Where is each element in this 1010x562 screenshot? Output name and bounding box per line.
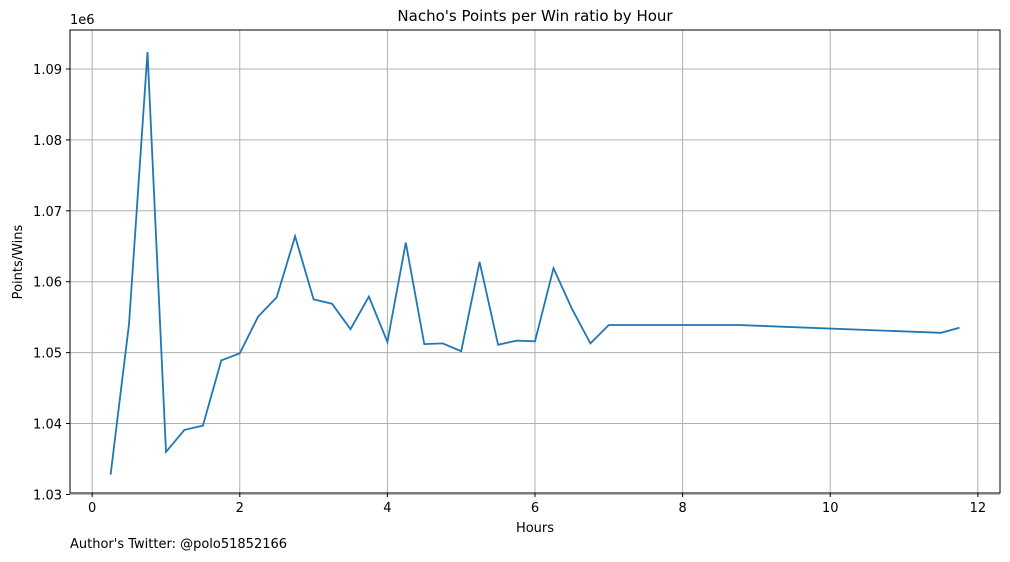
x-tick-label: 4 xyxy=(383,501,391,516)
y-axis: 1.03 1.04 1.05 1.06 1.07 1.08 1.09 xyxy=(33,63,70,503)
x-tick-label: 8 xyxy=(678,501,686,516)
plot-frame xyxy=(69,29,1001,494)
x-axis: 0 2 4 6 8 10 12 xyxy=(88,493,986,516)
author-twitter-note: Author's Twitter: @polo51852166 xyxy=(70,537,288,552)
x-tick-label: 2 xyxy=(236,501,244,516)
y-tick-label: 1.04 xyxy=(33,418,62,433)
series-line xyxy=(109,51,960,475)
line-chart: 0 2 4 6 8 10 12 1.03 1.04 1.05 1.06 1.07 1.08 1.09 N… xyxy=(11,7,1001,536)
x-tick-label: 6 xyxy=(531,501,539,516)
x-tick-label: 10 xyxy=(822,501,839,516)
y-axis-label: Points/Wins xyxy=(11,224,26,299)
x-tick-label: 0 xyxy=(88,501,96,516)
x-axis-label: Hours xyxy=(516,521,554,536)
y-tick-label: 1.07 xyxy=(33,205,62,220)
y-offset-label: 1e6 xyxy=(70,13,95,28)
x-tick-label: 12 xyxy=(970,501,987,516)
grid-lines xyxy=(70,30,1000,495)
y-tick-label: 1.06 xyxy=(33,276,62,291)
y-tick-label: 1.08 xyxy=(33,134,62,149)
y-tick-label: 1.09 xyxy=(33,63,62,78)
chart-title: Nacho's Points per Win ratio by Hour xyxy=(397,7,673,25)
y-tick-label: 1.05 xyxy=(33,347,62,362)
y-tick-label: 1.03 xyxy=(33,488,62,503)
